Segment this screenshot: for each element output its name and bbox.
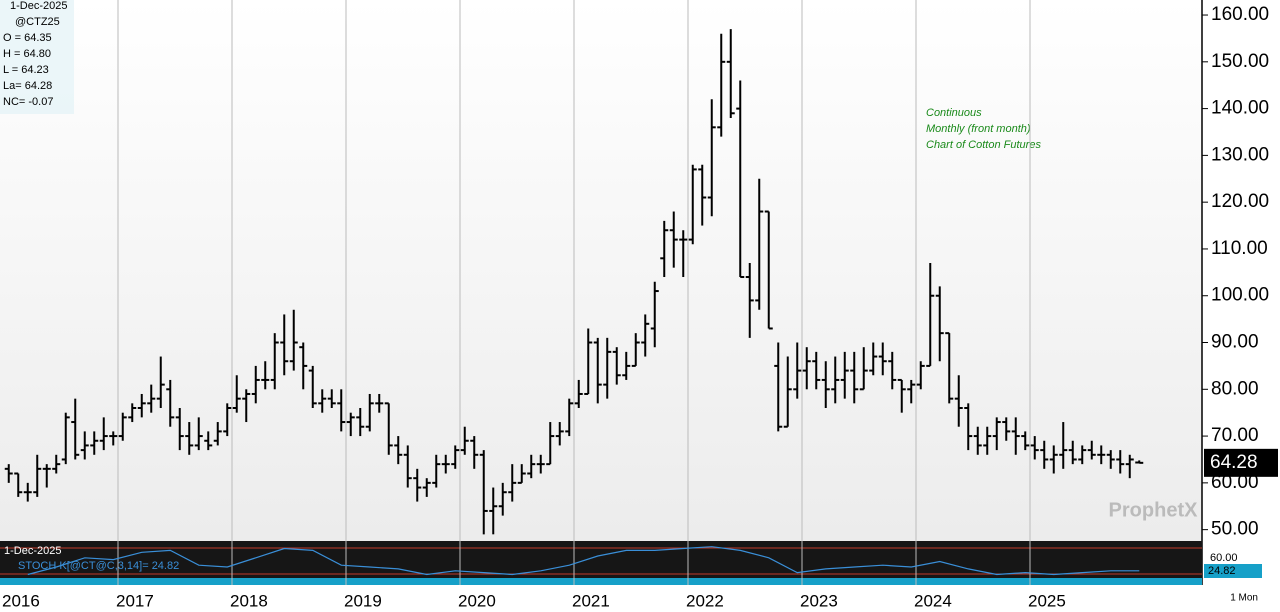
indicator-label: STOCH K[@CT@C,3,14]= 24.82 <box>18 560 179 572</box>
indicator-value-label: 24.82 <box>1208 565 1236 577</box>
x-tick-label: 2016 <box>2 591 40 610</box>
y-tick-label: 50.00 <box>1211 519 1259 540</box>
annotation: Continuous <box>926 107 982 119</box>
info-line: NC= -0.07 <box>3 96 53 108</box>
y-tick-label: 60.00 <box>1211 472 1259 493</box>
indicator-value-box <box>1204 564 1262 578</box>
x-tick-label: 2022 <box>686 591 724 610</box>
x-tick-label: 2025 <box>1028 591 1066 610</box>
x-tick-label: 2018 <box>230 591 268 610</box>
y-tick-label: 140.00 <box>1211 98 1269 119</box>
indicator-band <box>0 578 1202 585</box>
annotation: Monthly (front month) <box>926 123 1031 135</box>
y-tick-label: 90.00 <box>1211 332 1259 353</box>
y-tick-label: 120.00 <box>1211 191 1269 212</box>
x-tick-label: 2019 <box>344 591 382 610</box>
info-panel: 1-Dec-2025 @CTZ25 <box>10 0 67 28</box>
x-tick-label: 2023 <box>800 591 838 610</box>
y-tick-label: 150.00 <box>1211 51 1269 72</box>
info-line: L = 64.23 <box>3 64 49 76</box>
info-line: H = 64.80 <box>3 48 51 60</box>
y-tick-label: 100.00 <box>1211 285 1269 306</box>
period-label: 1 Mon <box>1230 593 1258 604</box>
annotation: Chart of Cotton Futures <box>926 139 1041 151</box>
info-symbol: @CTZ25 <box>15 16 60 28</box>
x-tick-label: 2024 <box>914 591 952 610</box>
y-tick-label: 80.00 <box>1211 378 1259 399</box>
y-tick-label: 70.00 <box>1211 425 1259 446</box>
watermark: ProphetX <box>1109 499 1199 521</box>
y-tick-label: 160.00 <box>1211 4 1269 25</box>
info-box <box>0 0 74 114</box>
info-line: La= 64.28 <box>3 80 52 92</box>
indicator-level-label: 60.00 <box>1210 552 1238 564</box>
info-date: 1-Dec-2025 <box>10 0 67 12</box>
last-price-box <box>1204 448 1278 477</box>
x-tick-label: 2020 <box>458 591 496 610</box>
info-line: O = 64.35 <box>3 32 52 44</box>
plot-background <box>0 0 1202 541</box>
indicator-date: 1-Dec-2025 <box>4 545 61 557</box>
y-tick-label: 130.00 <box>1211 144 1269 165</box>
indicator-line <box>27 546 1140 576</box>
x-tick-label: 2021 <box>572 591 610 610</box>
x-tick-label: 2017 <box>116 591 154 610</box>
last-price: 64.28 <box>1210 452 1258 473</box>
y-tick-label: 110.00 <box>1211 238 1268 259</box>
